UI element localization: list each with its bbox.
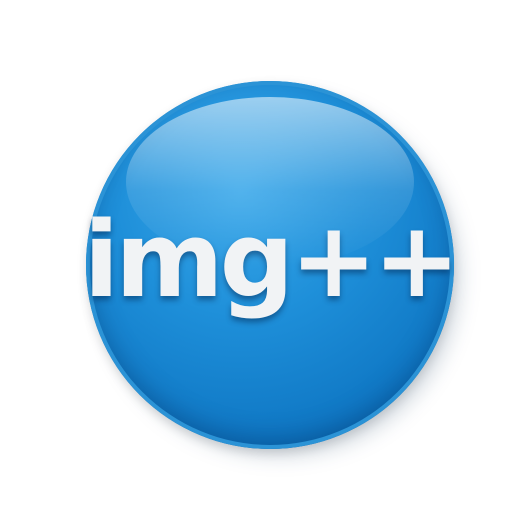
badge-gloss	[126, 97, 414, 267]
logo-badge: img++	[83, 81, 461, 449]
logo-text: img++	[83, 199, 461, 321]
